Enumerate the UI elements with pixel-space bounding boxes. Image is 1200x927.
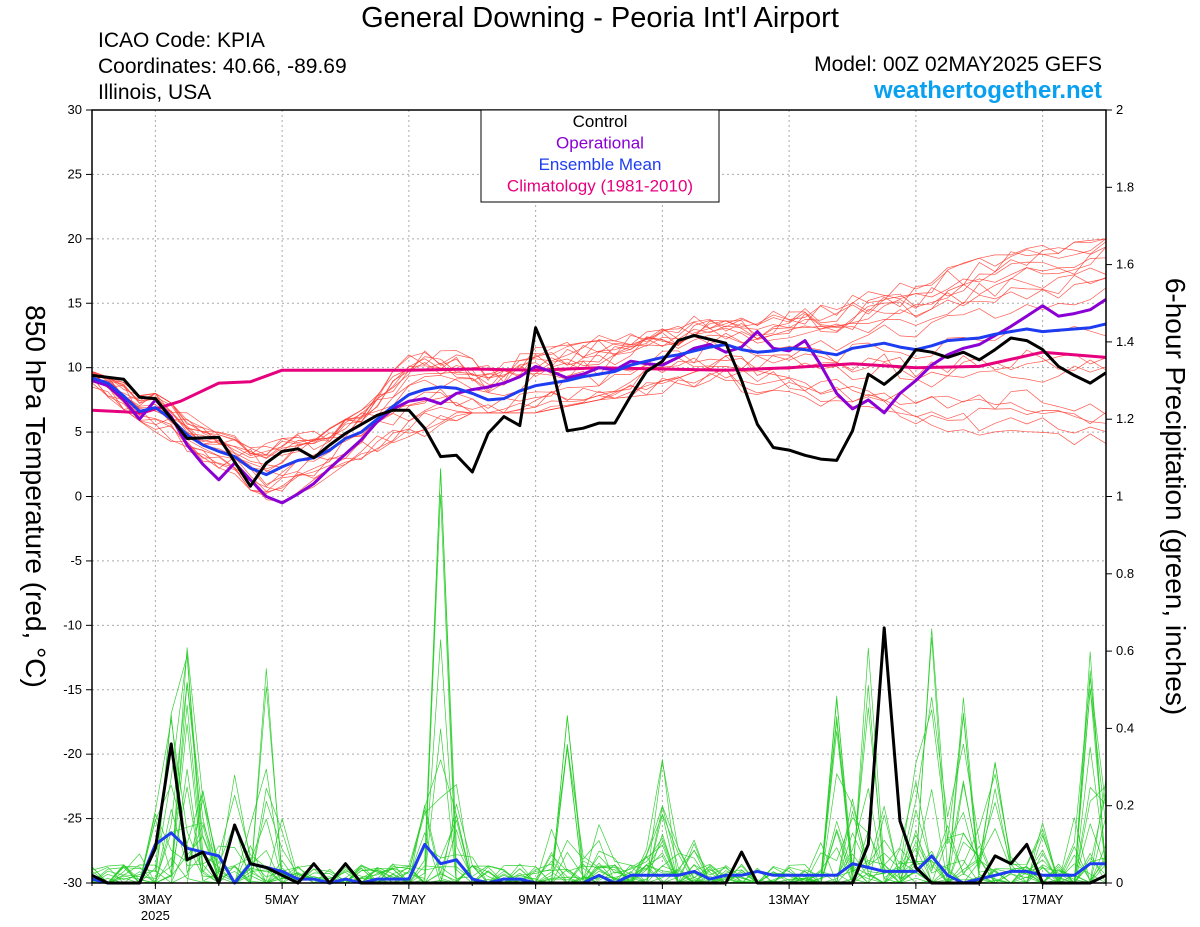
legend-entry: Ensemble Mean xyxy=(539,155,662,174)
coordinates: Coordinates: 40.66, -89.69 xyxy=(98,55,347,78)
member-temp-line xyxy=(91,355,1107,492)
x-tick-sublabel: 2025 xyxy=(141,908,170,923)
member-precip-line xyxy=(92,696,1107,884)
member-temp-line xyxy=(91,238,1107,456)
control-temp-line xyxy=(91,326,1107,488)
y-tick-label: 25 xyxy=(68,166,82,181)
operational-temp-line xyxy=(91,298,1107,505)
legend-entry: Operational xyxy=(556,134,644,153)
chart-title: General Downing - Peoria Int'l Airport xyxy=(361,2,839,34)
y2-tick-label: 0.2 xyxy=(1116,798,1134,813)
member-precip-line xyxy=(91,494,1107,884)
model-info: Model: 00Z 02MAY2025 GEFS weathertogethe… xyxy=(814,52,1102,104)
y2-tick-label: 1.4 xyxy=(1116,334,1134,349)
member-precip-line xyxy=(92,686,1107,884)
climatology-temp-line xyxy=(91,350,1107,415)
member-temp-line xyxy=(91,274,1107,470)
member-precip-line xyxy=(91,468,1107,884)
y-tick-label: 5 xyxy=(75,424,82,439)
member-precip-line xyxy=(92,709,1107,884)
y2-tick-label: 0.4 xyxy=(1116,720,1134,735)
icao-code: ICAO Code: KPIA xyxy=(98,29,265,52)
member-precip-line xyxy=(91,469,1107,884)
y-tick-label: -20 xyxy=(63,746,82,761)
member-temp-line xyxy=(91,278,1107,473)
member-precip-line xyxy=(91,684,1107,884)
y2-tick-label: 1.6 xyxy=(1116,257,1134,272)
y2-tick-label: 1.8 xyxy=(1116,179,1134,194)
y2-tick-label: 1.2 xyxy=(1116,411,1134,426)
x-tick-label: 5MAY xyxy=(265,892,300,907)
y2-tick-label: 0 xyxy=(1116,875,1123,890)
y-tick-label: -30 xyxy=(63,875,82,890)
y-tick-label: 15 xyxy=(68,295,82,310)
member-temp-line xyxy=(91,267,1107,459)
y-tick-label: -15 xyxy=(63,682,82,697)
x-tick-label: 11MAY xyxy=(642,892,683,907)
model-run: Model: 00Z 02MAY2025 GEFS xyxy=(814,53,1102,76)
y2-axis-title: 6-hour Precipitation (green, inches) xyxy=(1160,278,1191,715)
member-precip-line xyxy=(92,682,1107,884)
legend-entry: Climatology (1981-2010) xyxy=(507,177,693,196)
x-tick-label: 15MAY xyxy=(895,892,937,907)
member-temp-line xyxy=(91,368,1107,505)
station-info: ICAO Code: KPIA Coordinates: 40.66, -89.… xyxy=(98,28,347,106)
y-tick-label: 0 xyxy=(75,489,82,504)
member-temp-line xyxy=(91,238,1107,458)
y-tick-label: 30 xyxy=(68,102,82,117)
member-precip-line xyxy=(91,712,1107,884)
y-tick-label: -10 xyxy=(63,617,82,632)
member-temp-line xyxy=(91,369,1107,502)
y2-tick-label: 1 xyxy=(1116,489,1123,504)
y2-tick-label: 0.6 xyxy=(1116,643,1134,658)
x-tick-label: 7MAY xyxy=(392,892,427,907)
member-temp-line xyxy=(91,246,1107,459)
x-tick-label: 17MAY xyxy=(1022,892,1064,907)
site-link[interactable]: weathertogether.net xyxy=(873,77,1102,104)
member-temp-line xyxy=(91,241,1107,452)
member-temp-line xyxy=(91,238,1107,455)
member-precip-line xyxy=(91,688,1107,884)
member-precip-line xyxy=(91,759,1107,884)
y-tick-label: -25 xyxy=(63,811,82,826)
member-temp-line xyxy=(91,257,1107,456)
member-temp-line xyxy=(91,287,1107,468)
y-axis-title: 850 hPa Temperature (red, °C) xyxy=(20,305,51,688)
member-temp-line xyxy=(91,353,1107,487)
member-precip-line xyxy=(91,670,1107,884)
member-temp-line xyxy=(91,326,1107,477)
y-tick-label: -5 xyxy=(70,553,82,568)
x-tick-label: 3MAY xyxy=(138,892,173,907)
legend-box xyxy=(480,109,720,203)
legend-entry: Control xyxy=(573,112,628,131)
y-tick-label: 10 xyxy=(68,360,82,375)
y2-tick-label: 0.8 xyxy=(1116,566,1134,581)
x-tick-label: 13MAY xyxy=(768,892,810,907)
y2-tick-label: 2 xyxy=(1116,102,1123,117)
region: Illinois, USA xyxy=(98,81,212,104)
y-tick-label: 20 xyxy=(68,231,82,246)
x-tick-label: 9MAY xyxy=(518,892,553,907)
